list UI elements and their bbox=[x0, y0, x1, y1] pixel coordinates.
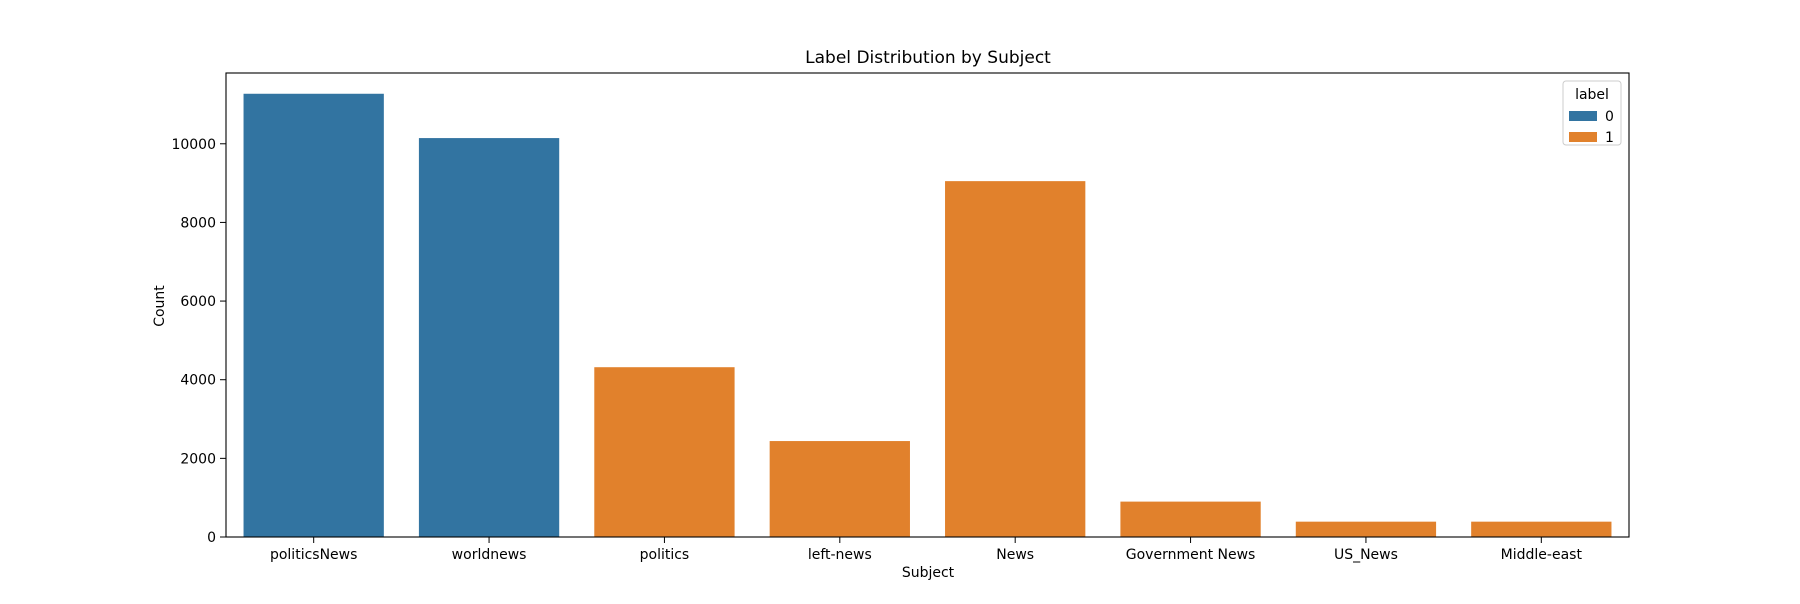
bar-left-news bbox=[769, 441, 910, 537]
bar-middle-east bbox=[1471, 521, 1612, 537]
y-tick-label: 8000 bbox=[180, 215, 216, 231]
y-axis-label: Count bbox=[152, 285, 168, 327]
legend-swatch-0 bbox=[1569, 111, 1597, 121]
y-tick-label: 10000 bbox=[171, 137, 216, 153]
x-tick-label: Middle-east bbox=[1501, 547, 1583, 563]
y-tick-label: 2000 bbox=[180, 451, 216, 467]
x-tick-label: left-news bbox=[808, 547, 872, 563]
y-tick-label: 4000 bbox=[180, 373, 216, 389]
bar-news bbox=[945, 181, 1086, 537]
plot-frame bbox=[225, 72, 1630, 538]
x-tick-label: politics bbox=[640, 547, 690, 563]
x-tick-label: Government News bbox=[1126, 547, 1256, 563]
chart-title: Label Distribution by Subject bbox=[805, 48, 1051, 68]
legend: label 0 1 bbox=[1562, 80, 1622, 146]
legend-title: label bbox=[1575, 87, 1609, 103]
bar-worldnews bbox=[418, 138, 560, 537]
bar-politics bbox=[594, 367, 735, 537]
bars-group bbox=[243, 93, 1612, 538]
x-tick-label: worldnews bbox=[452, 547, 527, 563]
x-tick-label: News bbox=[996, 547, 1034, 563]
x-axis-label: Subject bbox=[902, 565, 955, 581]
y-tick-label: 0 bbox=[207, 530, 216, 546]
x-tick-label: politicsNews bbox=[270, 547, 357, 563]
bar-politicsnews bbox=[243, 93, 384, 538]
legend-swatch-1 bbox=[1569, 132, 1597, 142]
legend-label-0: 0 bbox=[1605, 109, 1614, 125]
bar-us-news bbox=[1295, 521, 1437, 537]
y-tick-label: 6000 bbox=[180, 294, 216, 310]
bar-government-news bbox=[1120, 501, 1261, 537]
legend-label-1: 1 bbox=[1605, 130, 1614, 146]
x-tick-label: US_News bbox=[1334, 547, 1398, 563]
